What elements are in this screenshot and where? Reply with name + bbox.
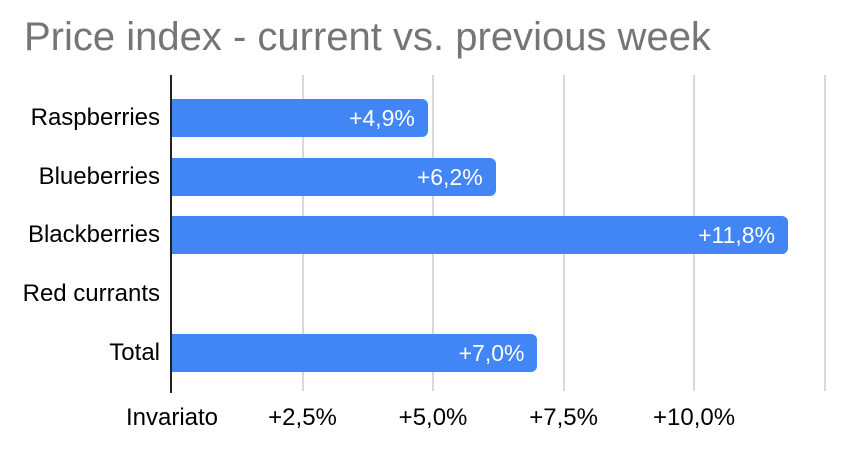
bar-value-label: +11,8%	[698, 221, 776, 248]
bar: +11,8%	[172, 216, 789, 254]
bar-value-label: +6,2%	[416, 163, 483, 190]
bar-value-label: +7,0%	[458, 339, 525, 366]
category-label: Blackberries	[27, 221, 160, 248]
bar-value-label: +4,9%	[348, 104, 415, 131]
category-label: Raspberries	[30, 104, 160, 131]
category-label: Total	[109, 339, 160, 366]
bar: +6,2%	[172, 158, 496, 196]
x-tick-label: Invariato	[125, 404, 219, 431]
y-axis-line	[170, 75, 172, 393]
x-tick-label: +5,0%	[398, 404, 468, 431]
plot-area: +4,9% +6,2% +11,8% +7,0%	[170, 75, 828, 393]
chart-title: Price index - current vs. previous week	[24, 15, 711, 59]
x-tick-label: +10,0%	[653, 404, 736, 431]
bar: +7,0%	[172, 334, 538, 372]
gridline	[823, 75, 826, 391]
category-label: Red currants	[22, 280, 160, 307]
x-tick-label: +2,5%	[268, 404, 337, 431]
category-label: Blueberries	[38, 163, 160, 190]
x-tick-label: +7,5%	[529, 404, 598, 431]
bar: +4,9%	[172, 99, 428, 137]
